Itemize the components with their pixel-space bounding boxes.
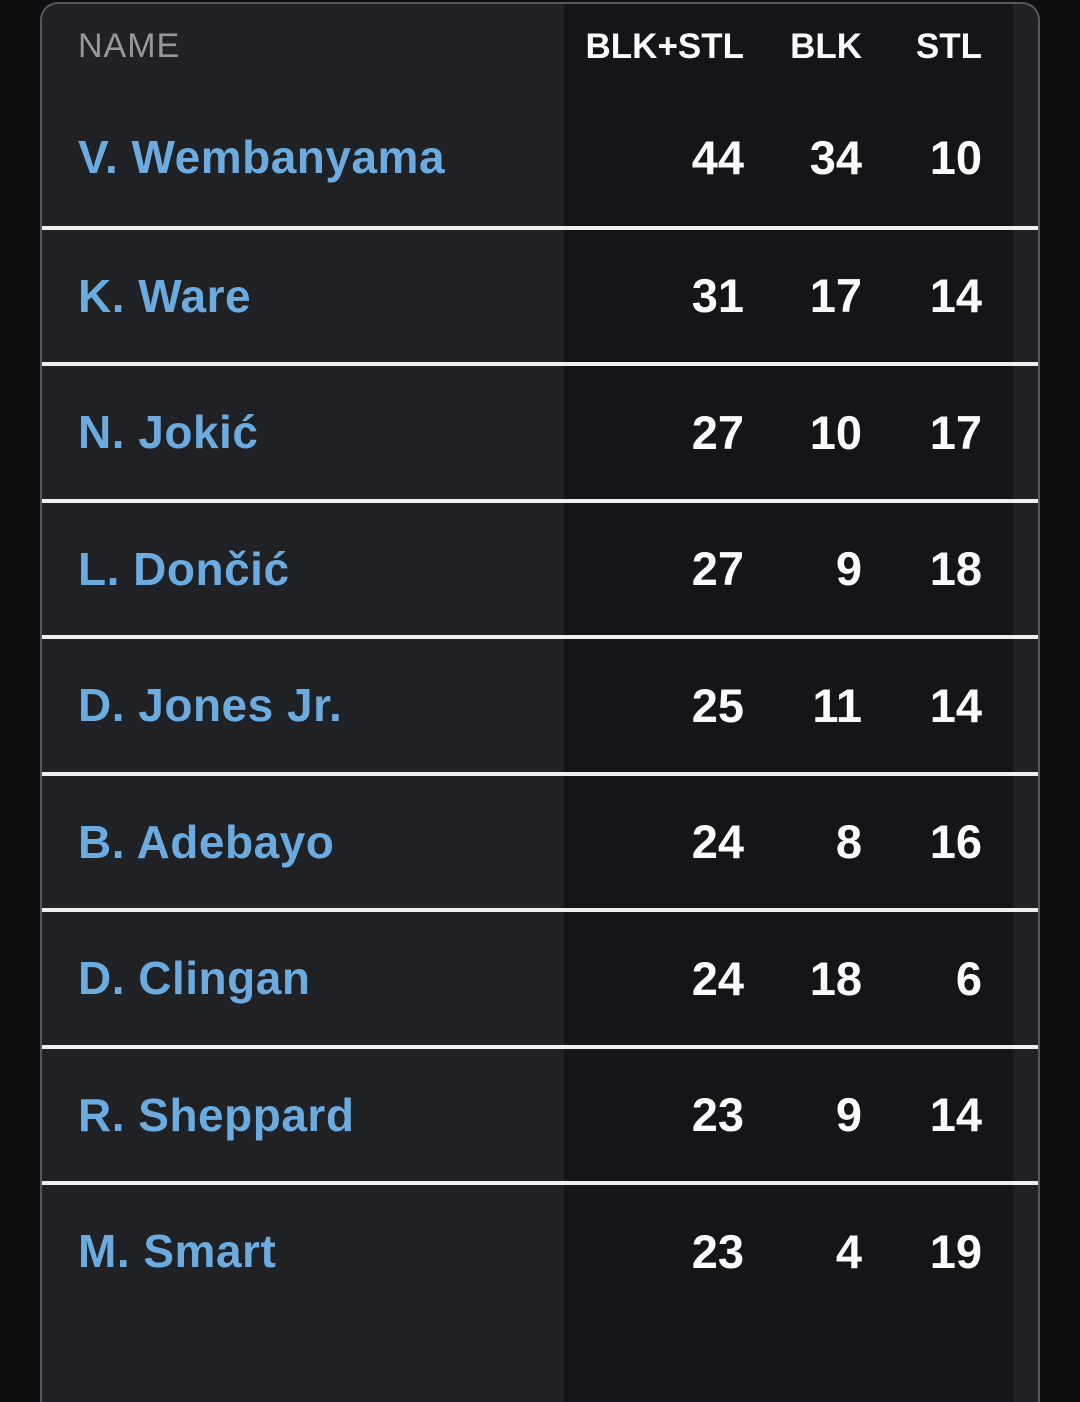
player-name-link[interactable]: R. Sheppard [78, 1088, 355, 1141]
stat-blk: 4 [835, 1224, 862, 1278]
table-header-row: NAME BLK+STL BLK STL [42, 4, 1038, 89]
player-name-link[interactable]: K. Ware [78, 269, 252, 322]
stat-blk: 9 [835, 1088, 862, 1142]
column-header-name: NAME [78, 27, 181, 65]
table-row[interactable]: V. Wembanyama 44 34 10 [42, 89, 1038, 226]
stat-blk: 8 [835, 815, 862, 869]
table-row[interactable]: R. Sheppard 23 9 14 [42, 1044, 1038, 1182]
player-name-link[interactable]: L. Dončić [78, 542, 290, 595]
table-row[interactable]: L. Dončić 27 9 18 [42, 498, 1038, 636]
player-name-link[interactable]: D. Jones Jr. [78, 679, 343, 732]
stat-blk-stl: 25 [691, 678, 744, 732]
stat-blk-stl: 27 [691, 405, 744, 459]
column-header-stl[interactable]: STL [915, 26, 982, 66]
stat-blk-stl: 24 [691, 951, 744, 1005]
screen-background: NAME BLK+STL BLK STL V. Wembanyama 44 34… [40, 2, 1040, 1402]
stat-stl: 6 [955, 951, 982, 1005]
stat-stl: 18 [929, 542, 982, 596]
column-header-blk[interactable]: BLK [790, 26, 862, 66]
player-name-link[interactable]: V. Wembanyama [78, 131, 446, 184]
stat-stl: 19 [929, 1224, 982, 1278]
table-row[interactable]: D. Clingan 24 18 6 [42, 908, 1038, 1045]
stat-blk-stl: 23 [691, 1088, 744, 1142]
column-header-blk-stl[interactable]: BLK+STL [585, 26, 744, 66]
stat-stl: 14 [929, 1088, 982, 1142]
stat-stl: 14 [929, 269, 982, 323]
stat-blk-stl: 44 [691, 130, 744, 184]
stat-blk: 9 [835, 542, 862, 596]
stat-blk: 17 [809, 269, 862, 323]
stat-stl: 14 [929, 678, 982, 732]
table-row[interactable]: D. Jones Jr. 25 11 14 [42, 635, 1038, 772]
stat-blk-stl: 31 [691, 269, 744, 323]
table-row[interactable]: N. Jokić 27 10 17 [42, 362, 1038, 499]
stats-columns-shade [564, 4, 1013, 1402]
stat-blk-stl: 27 [691, 542, 744, 596]
stat-blk: 18 [809, 951, 862, 1005]
table-row[interactable]: B. Adebayo 24 8 16 [42, 771, 1038, 909]
stat-stl: 17 [929, 405, 982, 459]
stat-stl: 16 [929, 815, 982, 869]
stat-blk-stl: 24 [691, 815, 744, 869]
stat-stl: 10 [929, 130, 982, 184]
player-name-link[interactable]: B. Adebayo [78, 815, 335, 868]
player-name-link[interactable]: N. Jokić [78, 406, 259, 459]
table-row[interactable]: M. Smart 23 4 19 [42, 1181, 1038, 1318]
table-row[interactable]: K. Ware 31 17 14 [42, 225, 1038, 363]
stat-blk: 11 [812, 678, 862, 732]
stat-leaders-table: NAME BLK+STL BLK STL V. Wembanyama 44 34… [40, 2, 1040, 1402]
stat-blk: 10 [809, 405, 862, 459]
player-name-link[interactable]: D. Clingan [78, 952, 311, 1005]
player-name-link[interactable]: M. Smart [78, 1225, 277, 1278]
stat-blk: 34 [809, 130, 862, 184]
stat-blk-stl: 23 [691, 1224, 744, 1278]
